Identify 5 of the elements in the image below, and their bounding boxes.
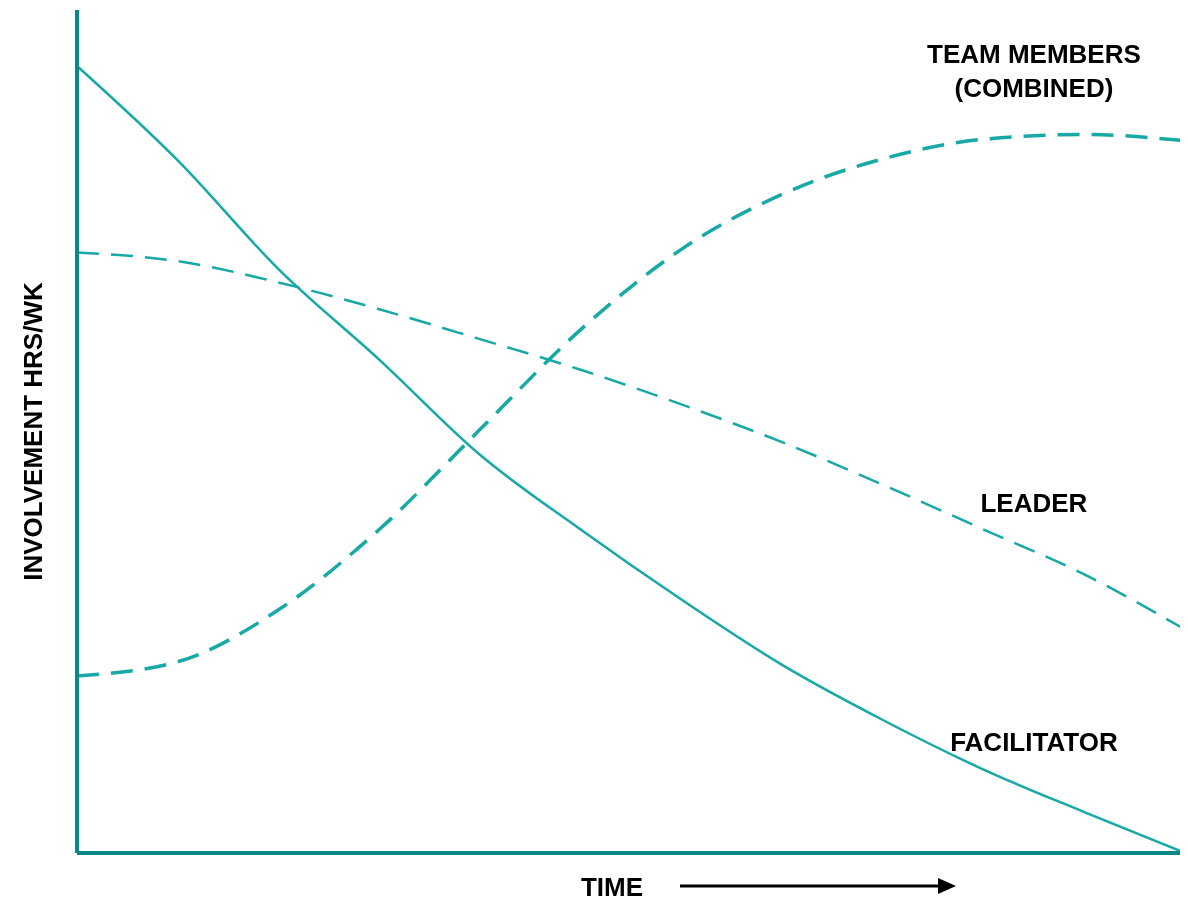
x-axis-title: TIME	[580, 872, 644, 902]
y-axis-title: INVOLVEMENT HRS/WK	[18, 282, 48, 581]
series-label: FACILITATOR	[950, 726, 1118, 757]
series-label: TEAM MEMBERS (COMBINED)	[927, 38, 1141, 103]
series-label: LEADER	[980, 487, 1088, 518]
